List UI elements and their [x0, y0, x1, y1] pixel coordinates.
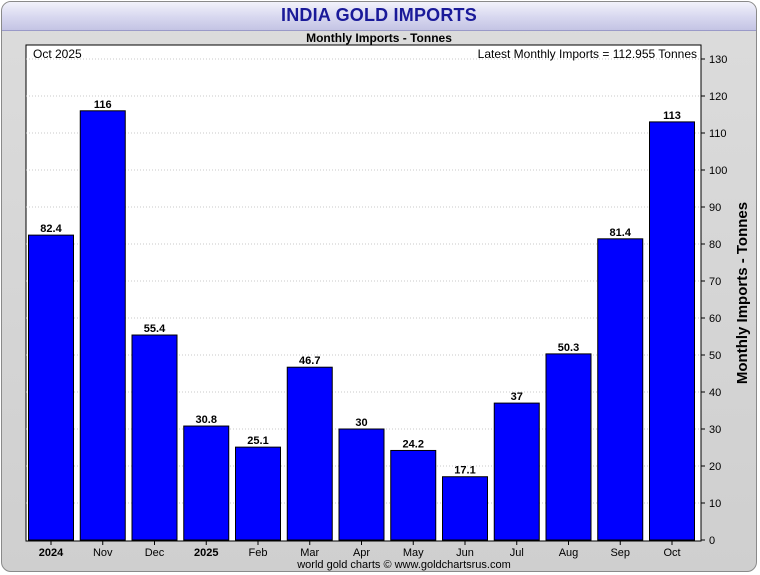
y-tick-label: 110	[709, 128, 727, 140]
y-tick-label: 50	[709, 350, 721, 362]
y-tick-label: 80	[709, 239, 721, 251]
title-bar: INDIA GOLD IMPORTS	[2, 2, 756, 31]
data-label: 81.4	[610, 227, 632, 239]
bars: 82.4 116 55.4 30.8 25.1 46.7 30 24.2 17.1 37 50.3 8…	[28, 99, 695, 541]
data-label: 25.1	[247, 435, 268, 447]
y-tick-label: 120	[709, 91, 727, 103]
data-label: 50.3	[558, 342, 579, 354]
y-tick-label: 130	[709, 54, 727, 66]
y-tick-label: 100	[709, 165, 727, 177]
bar-may	[390, 449, 437, 541]
x-tick-label: Jul	[510, 547, 524, 559]
data-label: 30.8	[196, 414, 217, 426]
bar-feb	[235, 446, 281, 541]
chart-subtitle: Monthly Imports - Tonnes	[306, 31, 452, 45]
x-axis: 2024 Nov Dec 2025 Feb Mar Apr May Jun Jul Aug Sep Oc…	[39, 541, 681, 559]
y-tick-label: 10	[709, 498, 721, 510]
y-tick-label: 70	[709, 276, 721, 288]
y-tick-label: 90	[709, 202, 721, 214]
data-label: 24.2	[403, 438, 424, 450]
bar-mar	[286, 366, 333, 541]
y-tick-label: 20	[709, 461, 721, 473]
x-tick-label: May	[403, 547, 424, 559]
y-axis: 0 10 20 30 40 50 60 70 80 90 100 110 120 130	[701, 54, 727, 547]
bar-jul	[493, 402, 540, 541]
data-label: 37	[511, 391, 523, 403]
data-label: 55.4	[144, 323, 166, 335]
data-label: 116	[94, 99, 112, 111]
x-tick-label: Aug	[559, 547, 579, 559]
x-tick-label: Dec	[145, 547, 165, 559]
bar-apr	[338, 428, 385, 541]
x-tick-label: Jun	[456, 547, 474, 559]
bar-aug	[545, 353, 592, 541]
data-label: 113	[663, 110, 681, 122]
latest-imports-label: Latest Monthly Imports = 112.955 Tonnes	[478, 47, 697, 61]
footer-credit: world gold charts © www.goldchartsrus.co…	[296, 559, 511, 571]
x-tick-label: Mar	[300, 547, 319, 559]
x-tick-label: Sep	[610, 547, 630, 559]
data-label: 17.1	[454, 465, 475, 477]
data-label: 30	[355, 417, 367, 429]
x-tick-label: 2024	[39, 547, 64, 559]
period-label: Oct 2025	[33, 47, 82, 61]
y-tick-label: 60	[709, 313, 721, 325]
chart-title: INDIA GOLD IMPORTS	[281, 5, 477, 25]
bar-2025	[183, 425, 230, 541]
bar-2024	[28, 234, 74, 541]
bar-nov	[79, 110, 126, 541]
y-tick-label: 30	[709, 424, 721, 436]
x-tick-label: Feb	[249, 547, 268, 559]
bar-jun	[442, 476, 488, 541]
x-tick-label: Nov	[93, 547, 113, 559]
bar-oct	[649, 121, 695, 541]
y-tick-label: 0	[709, 535, 715, 547]
data-label: 82.4	[40, 223, 62, 235]
bar-sep	[597, 238, 644, 541]
data-label: 46.7	[299, 355, 320, 367]
bar-dec	[131, 334, 178, 541]
x-tick-label: 2025	[194, 547, 218, 559]
y-tick-label: 40	[709, 387, 721, 399]
x-tick-label: Oct	[663, 547, 680, 559]
x-tick-label: Apr	[353, 547, 370, 559]
y-axis-title: Monthly Imports - Tonnes	[734, 202, 751, 384]
